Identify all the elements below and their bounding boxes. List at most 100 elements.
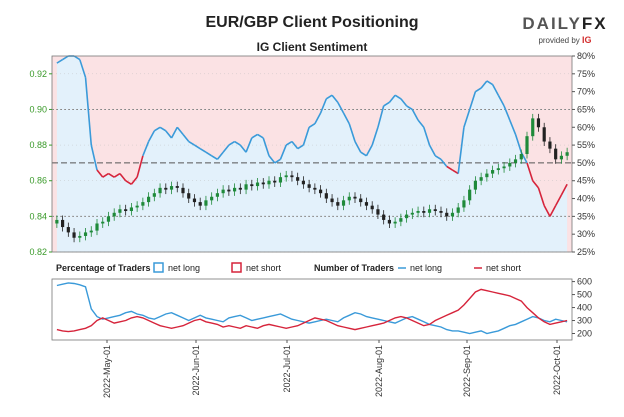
brand-wordmark: DAILYFX bbox=[520, 14, 610, 34]
percent-tick-label: 55% bbox=[577, 140, 595, 150]
candle-body bbox=[169, 186, 174, 190]
traders-net-short-line bbox=[56, 288, 568, 333]
candle-body bbox=[479, 177, 483, 181]
sentiment-line-segment bbox=[446, 165, 453, 171]
candle-body bbox=[164, 187, 168, 190]
price-tick-label: 0.84 bbox=[29, 211, 47, 221]
brand-name-b: FX bbox=[581, 14, 608, 33]
candle-body bbox=[244, 184, 248, 190]
x-tick-label: 2022-Oct-01 bbox=[552, 345, 562, 395]
candle-body bbox=[204, 200, 208, 206]
legend-net-short-label: net short bbox=[246, 263, 282, 273]
sentiment-line-segment bbox=[62, 55, 69, 61]
sentiment-line-segment bbox=[268, 155, 276, 164]
sentiment-line-segment bbox=[257, 133, 264, 139]
sentiment-line-segment bbox=[222, 144, 230, 153]
legend-row: Percentage of Traders net long net short… bbox=[56, 262, 522, 273]
percent-tick-label: 45% bbox=[577, 176, 595, 186]
candle-body bbox=[548, 141, 552, 149]
candle-body bbox=[359, 198, 363, 203]
candle-body bbox=[416, 211, 420, 213]
legend-swatch-net-short bbox=[231, 262, 242, 273]
long-zone-fill bbox=[56, 56, 568, 252]
candle-body bbox=[89, 230, 93, 233]
candle-body bbox=[508, 162, 512, 167]
candle-body bbox=[278, 177, 283, 183]
sentiment-line-segment bbox=[400, 98, 408, 107]
brand-name-a: DAILY bbox=[522, 14, 582, 33]
candle-body bbox=[124, 209, 128, 212]
price-tick-label: 0.90 bbox=[29, 104, 47, 114]
price-tick-label: 0.92 bbox=[29, 69, 47, 79]
candle-body bbox=[496, 168, 500, 171]
candle-body bbox=[101, 221, 105, 224]
sentiment-line-segment bbox=[119, 173, 127, 182]
sentiment-line-segment bbox=[205, 151, 213, 157]
candle-body bbox=[141, 202, 145, 206]
traders-tick-label: 500 bbox=[577, 290, 592, 300]
sentiment-line-segment bbox=[199, 147, 207, 153]
candle-body bbox=[445, 212, 449, 217]
sentiment-line-segment bbox=[279, 144, 287, 160]
x-tick-label: 2022-May-01 bbox=[102, 345, 112, 398]
sentiment-line-segment bbox=[125, 180, 132, 185]
percent-tick-label: 35% bbox=[577, 211, 595, 221]
sentiment-line-segment bbox=[371, 127, 379, 146]
candle-body bbox=[473, 180, 477, 190]
sentiment-line-segment bbox=[113, 172, 121, 178]
candle-body bbox=[559, 155, 563, 160]
candle-body bbox=[462, 200, 466, 208]
sentiment-line-segment bbox=[377, 105, 385, 128]
candle-body bbox=[341, 200, 346, 206]
percent-tick-label: 70% bbox=[577, 87, 595, 97]
sentiment-line-segment bbox=[194, 144, 201, 150]
percent-tick-label: 50% bbox=[577, 158, 595, 168]
sentiment-line-segment bbox=[239, 144, 247, 153]
candle-body bbox=[536, 118, 541, 128]
sentiment-line-segment bbox=[365, 144, 373, 157]
sentiment-line-segment bbox=[96, 169, 104, 178]
sentiment-line-segment bbox=[428, 144, 436, 157]
candle-body bbox=[370, 205, 374, 210]
candle-body bbox=[112, 212, 116, 217]
sentiment-line-segment bbox=[331, 94, 339, 103]
sentiment-line-segment bbox=[153, 126, 161, 132]
legend-traders-long-label: net long bbox=[410, 263, 442, 273]
sentiment-line-segment bbox=[245, 137, 253, 153]
sentiment-line-segment bbox=[394, 94, 402, 100]
sentiment-line-segment bbox=[234, 140, 241, 146]
traders-net-long-line bbox=[56, 282, 568, 335]
candle-body bbox=[66, 227, 70, 233]
candle-body bbox=[336, 202, 340, 206]
candle-body bbox=[55, 219, 59, 224]
price-tick-label: 0.82 bbox=[29, 247, 47, 257]
candle-body bbox=[456, 207, 460, 213]
sentiment-line-segment bbox=[468, 91, 477, 110]
sentiment-line-segment bbox=[486, 80, 494, 86]
sentiment-line-segment bbox=[108, 172, 115, 178]
x-tick-label: 2022-Jun-01 bbox=[191, 345, 201, 396]
brand-logo: DAILYFX provided by IG bbox=[520, 14, 610, 45]
sentiment-line-segment bbox=[532, 180, 540, 189]
candle-body bbox=[181, 187, 185, 194]
sentiment-line-segment bbox=[474, 87, 482, 93]
candle-body bbox=[301, 180, 305, 185]
sentiment-line-segment bbox=[297, 144, 304, 150]
candle-body bbox=[78, 235, 82, 238]
candle-body bbox=[565, 152, 569, 156]
candle-body bbox=[468, 189, 472, 201]
sentiment-line-segment bbox=[56, 58, 64, 64]
sentiment-line-segment bbox=[216, 151, 224, 160]
legend-net-long-label: net long bbox=[168, 263, 200, 273]
candle-body bbox=[83, 232, 88, 236]
sentiment-line-segment bbox=[480, 80, 488, 89]
candle-body bbox=[198, 202, 202, 206]
sentiment-line-segment bbox=[491, 84, 500, 96]
sentiment-line-segment bbox=[543, 205, 551, 217]
brand-provider: IG bbox=[582, 35, 592, 45]
traders-panel-frame bbox=[51, 278, 573, 341]
traders-tick-label: 600 bbox=[577, 277, 592, 287]
candle-body bbox=[330, 198, 334, 203]
legend-traders-short-label: net short bbox=[486, 263, 522, 273]
